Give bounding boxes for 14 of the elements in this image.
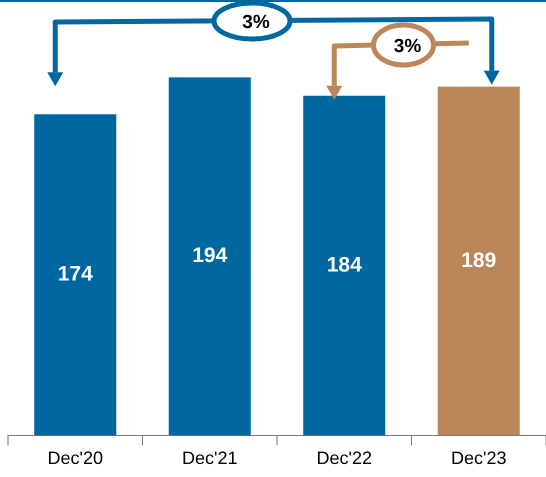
bar <box>303 96 386 436</box>
bar <box>34 114 116 436</box>
bar <box>438 86 520 436</box>
data-label: 189 <box>461 248 496 272</box>
data-label: 194 <box>192 244 228 268</box>
x-tick-label: Dec'22 <box>316 448 372 468</box>
text: 3% <box>242 12 270 33</box>
x-tick-label: Dec'21 <box>182 448 238 468</box>
data-label: 184 <box>326 253 362 276</box>
bar <box>168 77 251 436</box>
text: 3% <box>394 36 422 57</box>
data-label: 174 <box>58 262 94 286</box>
x-tick-label: Dec'23 <box>451 448 506 468</box>
x-tick-label: Dec'20 <box>48 448 103 468</box>
